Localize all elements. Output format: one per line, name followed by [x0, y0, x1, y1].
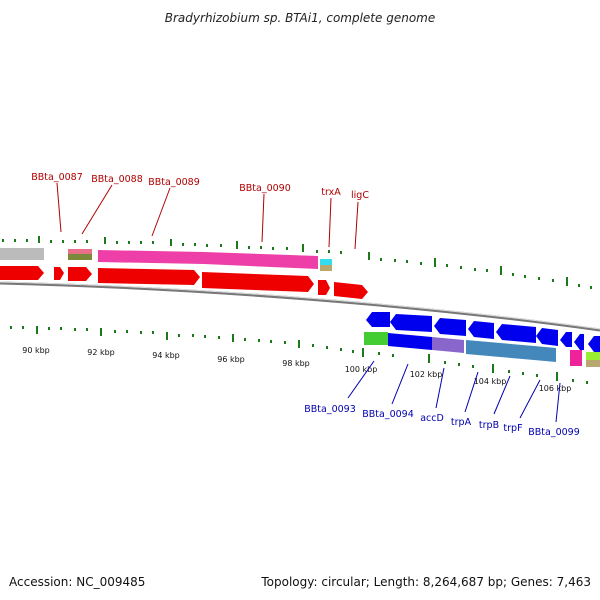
tick-label: 96 kbp [217, 355, 245, 364]
gene-cds-forward [202, 272, 314, 292]
tick-label: 104 kbp [474, 377, 507, 386]
gene-label: BBta_0093 [304, 404, 356, 415]
gene-label: trpF [503, 423, 522, 434]
bottom-gene-labels: BBta_0093 BBta_0094 accD trpA trpB trpF … [304, 360, 580, 438]
gene-label: BBta_0094 [362, 409, 414, 420]
gene-label: ligC [351, 190, 369, 201]
gene-cds-forward [68, 267, 92, 281]
gene-cds-forward [54, 267, 64, 280]
gene-label: accD [420, 413, 444, 424]
top-gene-labels: BBta_0087 BBta_0088 BBta_0089 BBta_0090 … [31, 172, 369, 250]
tick-label: 106 kbp [539, 384, 572, 393]
forward-strand-cds [0, 266, 368, 299]
gene-label: trxA [321, 187, 341, 198]
reverse-strand-cds [366, 312, 600, 352]
tick-label: 100 kbp [345, 365, 378, 374]
gene-label: BBta_0087 [31, 172, 83, 183]
gene-cds-forward [318, 280, 330, 295]
tick-labels: 90 kbp 92 kbp 94 kbp 96 kbp 98 kbp 100 k… [22, 346, 571, 393]
map-title: Bradyrhizobium sp. BTAi1, complete genom… [165, 11, 435, 25]
reverse-gene-bars [364, 332, 600, 367]
genome-backbone-highlight [0, 281, 600, 330]
tick-label: 90 kbp [22, 346, 50, 355]
gene-label: trpB [479, 420, 499, 431]
forward-gene-bars [0, 248, 332, 271]
gene-label: BBta_0089 [148, 177, 200, 188]
gene-label: BBta_0088 [91, 174, 143, 185]
tick-label: 94 kbp [152, 351, 180, 360]
gene-cds-forward [334, 282, 368, 299]
genome-summary: Topology: circular; Length: 8,264,687 bp… [260, 575, 591, 589]
tick-label: 92 kbp [87, 348, 115, 357]
gene-cds-forward [98, 268, 200, 285]
accession-label: Accession: NC_009485 [9, 575, 145, 589]
gene-label: BBta_0090 [239, 183, 291, 194]
gene-label: BBta_0099 [528, 427, 580, 438]
tick-label: 102 kbp [410, 370, 443, 379]
gene-cds-forward [0, 266, 44, 280]
outer-tick-row [2, 236, 592, 289]
genome-backbone [0, 281, 600, 332]
gene-label: trpA [451, 417, 472, 428]
inner-tick-row [10, 326, 588, 384]
tick-label: 98 kbp [282, 359, 310, 368]
